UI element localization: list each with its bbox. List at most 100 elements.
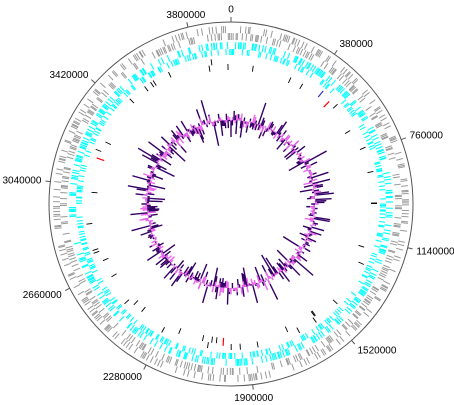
outer-gene-tick <box>92 311 99 317</box>
inner-gene-tick <box>284 349 288 357</box>
inner-gene-tick <box>79 235 86 239</box>
outer-gene-tick <box>54 181 62 183</box>
inner-gene-tick <box>357 109 364 115</box>
feature-mark <box>152 80 157 86</box>
inner-gene-tick <box>120 308 126 314</box>
outer-gene-tick <box>303 43 308 50</box>
feature-mark <box>251 65 254 72</box>
inner-gene-tick <box>191 348 194 355</box>
inner-gene-tick <box>378 155 386 159</box>
outer-gene-tick <box>342 78 348 85</box>
inner-gene-tick <box>343 300 350 306</box>
outer-gene-tick <box>133 62 139 69</box>
outer-gene-tick <box>133 347 139 354</box>
inner-gene-tick <box>116 303 122 309</box>
feature-mark <box>178 328 182 335</box>
inner-gene-tick <box>149 63 155 70</box>
inner-gene-tick <box>360 288 367 294</box>
outer-gene-tick <box>260 372 263 380</box>
outer-gene-tick <box>72 139 79 144</box>
outer-gene-tick <box>196 364 200 372</box>
inner-gene-tick <box>246 358 248 366</box>
inner-gene-tick <box>80 167 87 170</box>
outer-gene-tick <box>251 373 253 381</box>
outer-gene-tick <box>347 318 354 325</box>
outer-gene-tick <box>331 68 337 75</box>
outer-gene-tick <box>90 105 98 111</box>
outer-gene-tick <box>86 291 93 296</box>
outer-gene-tick <box>344 71 351 77</box>
outer-gene-tick <box>63 166 71 170</box>
outer-gene-tick <box>155 50 160 57</box>
outer-gene-tick <box>78 111 85 116</box>
outer-gene-tick <box>383 264 390 269</box>
inner-gene-tick <box>80 142 88 146</box>
inner-gene-tick <box>144 327 150 334</box>
inner-gene-tick <box>95 127 102 132</box>
inner-gene-tick <box>117 305 123 311</box>
inner-gene-tick <box>85 150 92 154</box>
inner-gene-tick <box>130 85 136 91</box>
outer-gene-tick <box>64 239 72 243</box>
inner-gene-tick <box>315 326 320 332</box>
inner-gene-tick <box>159 342 164 350</box>
inner-gene-tick <box>188 54 192 61</box>
inner-gene-tick <box>281 343 285 350</box>
inner-gene-tick <box>272 352 276 361</box>
inner-gene-tick <box>75 158 83 162</box>
inner-gene-tick <box>336 308 342 314</box>
inner-gene-tick <box>137 330 143 337</box>
outer-gene-tick <box>71 123 79 128</box>
inner-gene-tick <box>118 315 125 322</box>
outer-gene-tick <box>345 71 352 78</box>
scale-tick <box>401 137 407 141</box>
inner-gene-tick <box>94 130 100 135</box>
outer-gene-tick <box>141 351 147 359</box>
inner-gene-tick <box>358 123 365 128</box>
inner-gene-tick <box>210 43 213 51</box>
inner-gene-tick <box>385 189 393 192</box>
inner-gene-tick <box>147 329 153 336</box>
inner-gene-tick <box>256 350 259 357</box>
outer-gene-tick <box>126 333 132 340</box>
inner-gene-tick <box>350 291 357 297</box>
inner-gene-tick <box>174 59 178 66</box>
outer-gene-tick <box>170 43 174 51</box>
outer-gene-tick <box>287 43 291 51</box>
outer-gene-tick <box>393 225 401 228</box>
inner-gene-tick <box>368 275 375 280</box>
inner-gene-tick <box>328 323 334 330</box>
inner-gene-tick <box>78 175 85 178</box>
outer-gene-tick <box>102 312 109 318</box>
outer-gene-tick <box>292 355 297 363</box>
inner-gene-tick <box>269 47 273 55</box>
outer-gene-tick <box>83 298 90 304</box>
outer-gene-tick <box>384 260 392 264</box>
inner-gene-tick <box>77 225 84 228</box>
inner-gene-tick <box>184 352 188 360</box>
outer-gene-tick <box>392 233 400 236</box>
feature-mark <box>129 98 135 104</box>
inner-gene-tick <box>85 130 93 136</box>
outer-gene-tick <box>84 300 91 306</box>
inner-gene-tick <box>377 151 385 155</box>
outer-gene-tick <box>381 135 389 140</box>
inner-gene-tick <box>70 177 79 181</box>
outer-gene-tick <box>369 112 376 117</box>
inner-gene-tick <box>200 350 204 357</box>
inner-gene-track <box>69 42 393 366</box>
inner-gene-tick <box>261 45 265 53</box>
inner-gene-tick <box>379 248 387 252</box>
outer-gene-tick <box>381 136 389 141</box>
inner-gene-tick <box>105 291 112 297</box>
inner-gene-tick <box>206 43 209 51</box>
inner-gene-tick <box>311 65 317 73</box>
inner-gene-tick <box>155 333 159 340</box>
outer-gene-tick <box>271 38 275 46</box>
inner-gene-tick <box>252 43 255 51</box>
outer-gene-tick <box>324 55 330 62</box>
inner-gene-tick <box>378 181 385 183</box>
inner-gene-tick <box>322 82 328 88</box>
inner-gene-tick <box>353 297 361 303</box>
outer-gene-tick <box>123 339 129 347</box>
